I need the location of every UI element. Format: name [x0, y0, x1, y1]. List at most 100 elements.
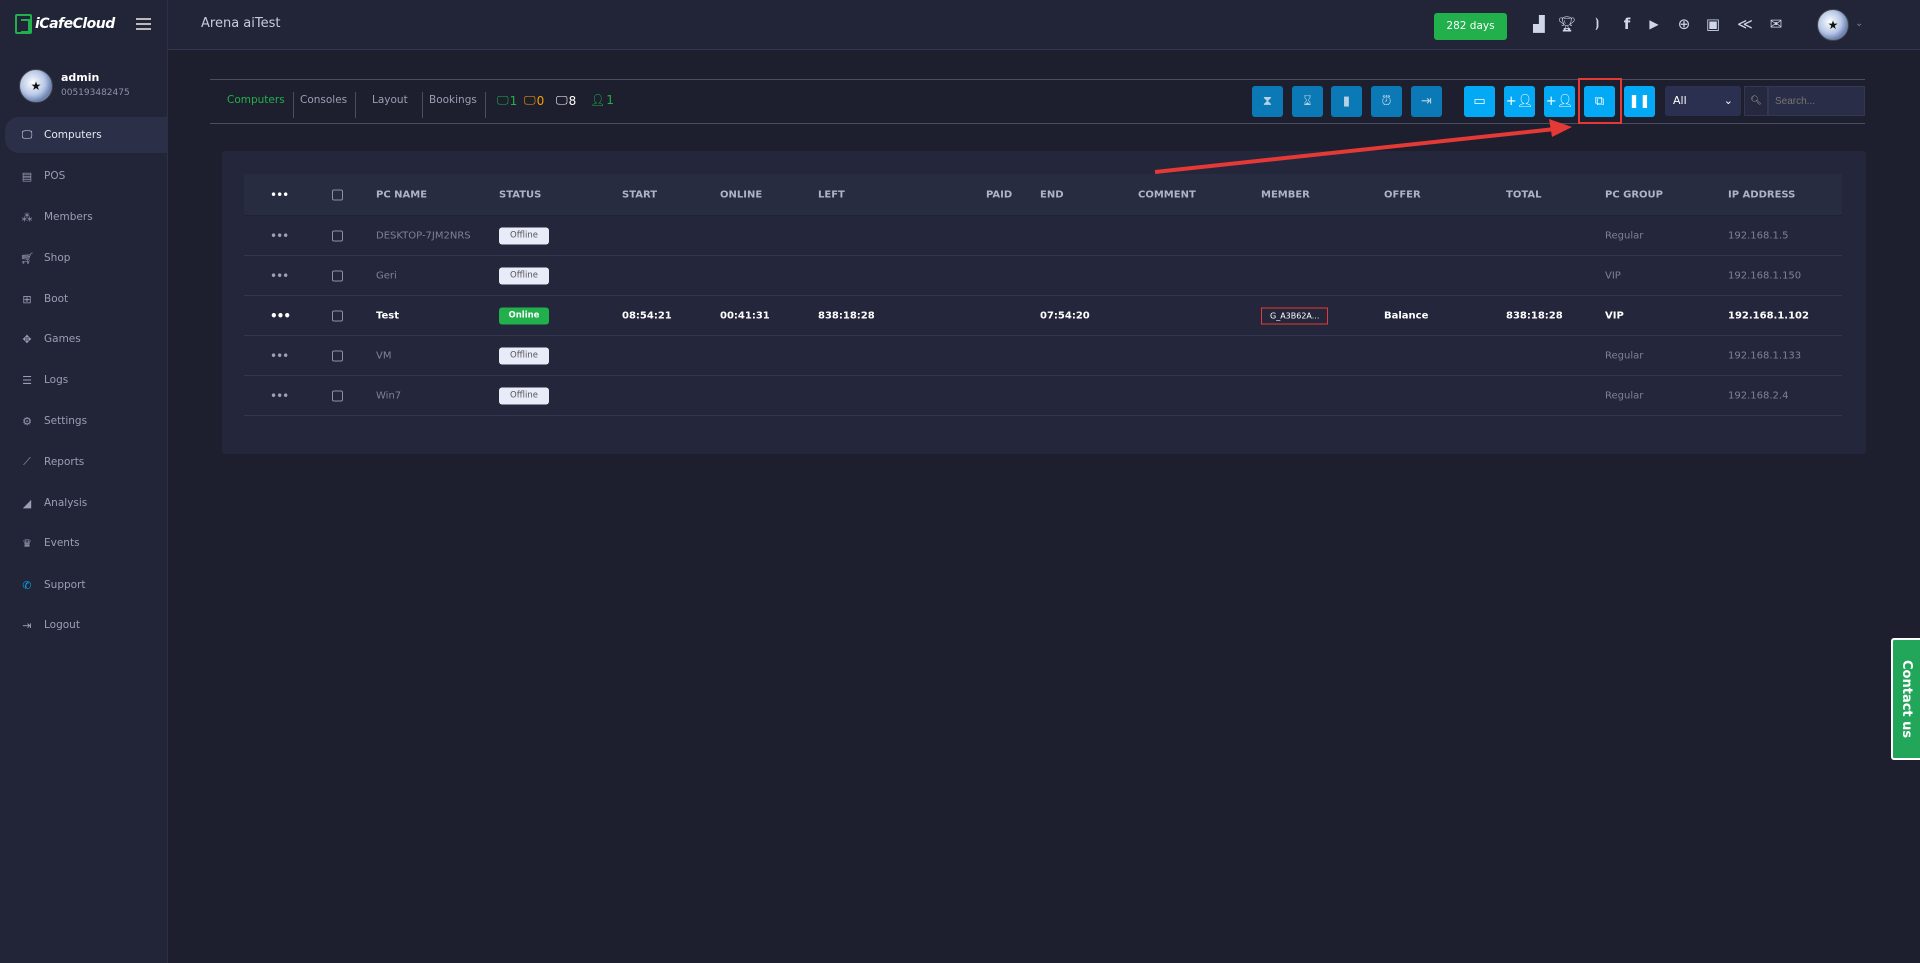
table-row[interactable]: ••• DESKTOP-7JM2NRS Offline Regular 192.16…	[244, 216, 1842, 256]
sidebar-item-shop[interactable]: 🛒︎ Shop	[5, 240, 168, 276]
row-actions-icon[interactable]: •••	[270, 388, 289, 403]
sidebar-item-reports[interactable]: ⟋ Reports	[5, 444, 168, 480]
rss-icon[interactable]: ⦘	[1594, 16, 1600, 31]
sidebar-item-computers[interactable]: 🖵︎ Computers	[5, 117, 168, 153]
user-avatar[interactable]: ★	[19, 69, 53, 103]
column-header-total[interactable]: TOTAL	[1506, 189, 1542, 200]
cell-group: Regular	[1605, 390, 1644, 401]
cell-member[interactable]: G_A3B62A...	[1261, 307, 1329, 324]
icafe-logo-icon[interactable]: ▣	[1705, 15, 1721, 33]
sidebar-item-label: POS	[44, 170, 66, 182]
status-badge: Offline	[499, 227, 549, 244]
hourglass-start-button[interactable]: ⧗	[1252, 86, 1283, 117]
trophy-icon[interactable]: 🏆︎	[1557, 15, 1577, 33]
youtube-icon[interactable]: ▶	[1649, 17, 1659, 31]
cell-online: 00:41:31	[720, 310, 770, 321]
table-row[interactable]: ••• Win7 Offline Regular 192.168.2.4	[244, 376, 1842, 416]
contact-us-button[interactable]: Contact us	[1891, 638, 1920, 760]
column-header-member[interactable]: MEMBER	[1261, 189, 1310, 200]
sidebar-item-logs[interactable]: ☰ Logs	[5, 362, 168, 398]
facebook-icon[interactable]: f	[1623, 15, 1631, 33]
sidebar-item-logout[interactable]: ⇥ Logout	[5, 607, 168, 643]
monitor-icon: 🖵︎	[497, 93, 509, 107]
column-header-pc-name[interactable]: PC NAME	[376, 189, 428, 200]
ggrock-icon[interactable]: ≪	[1737, 15, 1753, 33]
table-row[interactable]: ••• Geri Offline VIP 192.168.1.150	[244, 256, 1842, 296]
select-all-checkbox[interactable]	[332, 189, 343, 200]
row-checkbox[interactable]	[332, 270, 343, 281]
search-input[interactable]	[1768, 86, 1865, 116]
column-header-end[interactable]: END	[1040, 189, 1064, 200]
status-badge: Offline	[499, 387, 549, 404]
cell-group: VIP	[1605, 310, 1624, 321]
topup-money-button[interactable]: ▭	[1464, 86, 1495, 117]
sidebar-item-pos[interactable]: ▤ POS	[5, 158, 168, 194]
tab-bookings[interactable]: Bookings	[421, 92, 486, 118]
sidebar-item-label: Settings	[44, 415, 88, 427]
cell-ip: 192.168.1.150	[1728, 270, 1802, 281]
tab-computers[interactable]: Computers	[219, 92, 294, 118]
row-actions-icon[interactable]: •••	[270, 268, 289, 283]
lock-button[interactable]: ▮	[1331, 86, 1362, 117]
chevron-down-icon[interactable]: ⌄	[1855, 18, 1864, 29]
count-value: 0	[536, 93, 545, 108]
column-header-comment[interactable]: COMMENT	[1138, 189, 1196, 200]
divider	[210, 123, 1865, 124]
cell-ip: 192.168.1.5	[1728, 230, 1789, 241]
logo[interactable]: iCafeCloud	[15, 14, 115, 34]
pc-name[interactable]: DESKTOP-7JM2NRS	[376, 230, 471, 241]
hourglass-end-button[interactable]: ⌛︎	[1292, 86, 1323, 117]
monitor-icon: 🖵︎	[556, 93, 568, 107]
sidebar-item-members[interactable]: ⁂ Members	[5, 199, 168, 235]
sidebar-item-support[interactable]: ✆ Support	[5, 567, 168, 603]
pc-name[interactable]: Geri	[376, 270, 397, 281]
screenshot-button[interactable]: ⧉	[1584, 86, 1615, 117]
column-header-online[interactable]: ONLINE	[720, 189, 763, 200]
globe-icon[interactable]: ⊕	[1677, 15, 1691, 33]
row-checkbox[interactable]	[332, 350, 343, 361]
count-value: 1	[509, 93, 518, 108]
column-header-status[interactable]: STATUS	[499, 189, 542, 200]
row-checkbox[interactable]	[332, 230, 343, 241]
cart-icon: 🛒︎	[20, 251, 34, 265]
account-avatar[interactable]: ★	[1817, 9, 1849, 41]
leaderboard-icon[interactable]: ▟	[1533, 15, 1545, 33]
tab-consoles[interactable]: Consoles	[292, 92, 357, 118]
tab-layout[interactable]: Layout	[364, 92, 423, 118]
row-checkbox[interactable]	[332, 310, 343, 321]
cell-end: 07:54:20	[1040, 310, 1090, 321]
table-row[interactable]: ••• VM Offline Regular 192.168.1.133	[244, 336, 1842, 376]
alarm-clock-button[interactable]: ⏰︎	[1371, 86, 1402, 117]
mail-icon[interactable]: ✉	[1769, 15, 1783, 33]
row-actions-icon[interactable]: •••	[270, 348, 289, 363]
column-header-left[interactable]: LEFT	[818, 189, 845, 200]
column-header-pc-group[interactable]: PC GROUP	[1605, 189, 1664, 200]
table-header: ••• PC NAME STATUS START ONLINE LEFT PAID END C…	[244, 174, 1842, 216]
subscription-days-badge[interactable]: 282 days	[1434, 13, 1507, 40]
sidebar-item-events[interactable]: ♛ Events	[5, 525, 168, 561]
column-header-start[interactable]: START	[622, 189, 658, 200]
row-actions-icon[interactable]: •••	[270, 308, 291, 323]
hamburger-menu-icon[interactable]	[136, 18, 151, 30]
sidebar-item-analysis[interactable]: ◢ Analysis	[5, 485, 168, 521]
crown-icon: ♛	[22, 536, 32, 550]
column-header-offer[interactable]: OFFER	[1384, 189, 1421, 200]
column-header-paid[interactable]: PAID	[986, 189, 1013, 200]
pause-button[interactable]: ❚❚	[1624, 86, 1655, 117]
filter-select[interactable]: All ⌄	[1665, 86, 1741, 116]
column-header-ip-address[interactable]: IP ADDRESS	[1728, 189, 1796, 200]
logout-button[interactable]: ⇥	[1411, 86, 1442, 117]
row-actions-icon[interactable]: •••	[270, 187, 289, 202]
sidebar-item-boot[interactable]: ⊞ Boot	[5, 281, 168, 317]
row-actions-icon[interactable]: •••	[270, 228, 289, 243]
row-checkbox[interactable]	[332, 390, 343, 401]
table-row[interactable]: ••• Test Online 08:54:21 00:41:31 838:18:28…	[244, 296, 1842, 336]
sidebar-item-games[interactable]: ✥ Games	[5, 321, 168, 357]
pc-name[interactable]: Test	[376, 310, 400, 321]
add-member-button[interactable]: +👤︎	[1504, 86, 1535, 117]
sidebar-item-settings[interactable]: ⚙ Settings	[5, 403, 168, 439]
add-user-button[interactable]: +👤︎	[1544, 86, 1575, 117]
pc-name[interactable]: VM	[376, 350, 392, 361]
pc-name[interactable]: Win7	[376, 390, 402, 401]
members-count: 👤︎ 1	[590, 93, 614, 107]
